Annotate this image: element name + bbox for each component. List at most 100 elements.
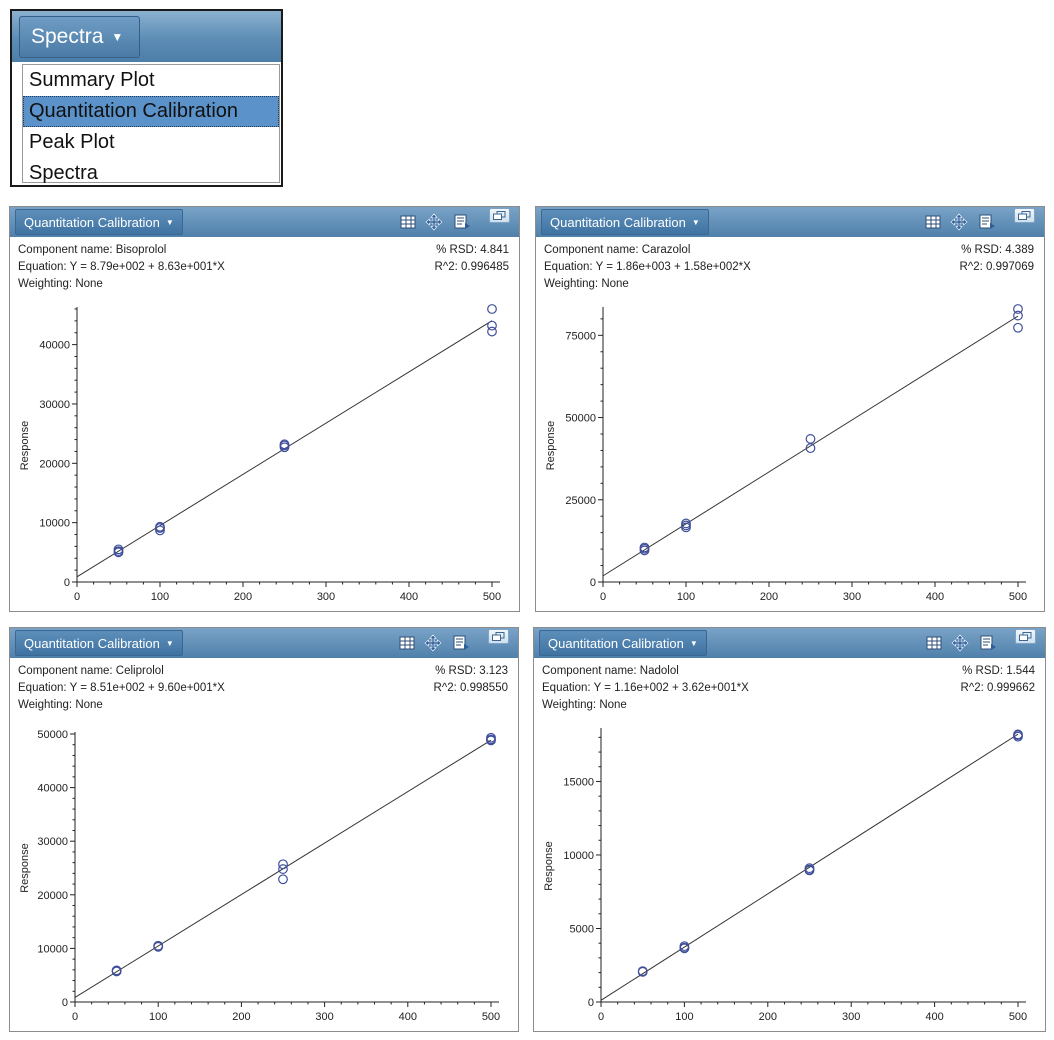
equation-text: Equation: Y = 1.16e+002 + 3.62e+001*X xyxy=(542,682,749,694)
restore-icon[interactable] xyxy=(1014,208,1035,223)
export-icon[interactable] xyxy=(979,213,997,231)
restore-icon[interactable] xyxy=(489,208,510,223)
menu-item-spectra[interactable]: Spectra xyxy=(29,162,98,184)
x-tick-label: 100 xyxy=(677,591,695,603)
calibration-fit-line xyxy=(600,733,1019,1001)
y-tick-label: 15000 xyxy=(563,776,594,788)
restore-icon[interactable] xyxy=(1015,629,1036,644)
x-tick-label: 0 xyxy=(600,591,606,603)
x-tick-label: 300 xyxy=(842,1011,860,1023)
y-axis-label: Response xyxy=(19,843,31,893)
x-tick-label: 0 xyxy=(72,1011,78,1023)
data-point xyxy=(487,326,497,337)
y-tick-label: 50000 xyxy=(565,413,596,425)
y-axis-label: Response xyxy=(545,421,557,471)
data-point xyxy=(278,874,288,885)
x-tick-label: 100 xyxy=(675,1011,693,1023)
panel-title-label: Quantitation Calibration xyxy=(24,214,160,230)
weighting-text: Weighting: None xyxy=(18,278,103,290)
table-icon[interactable] xyxy=(399,213,417,231)
component-name: Component name: Carazolol xyxy=(544,244,691,256)
y-tick-label: 75000 xyxy=(565,330,596,342)
y-tick-label: 30000 xyxy=(37,836,68,848)
move-icon[interactable] xyxy=(950,213,968,231)
export-icon[interactable] xyxy=(453,634,471,652)
r-squared-value: R^2: 0.998550 xyxy=(433,682,508,694)
data-point xyxy=(681,520,691,531)
export-icon[interactable] xyxy=(980,634,998,652)
component-name: Component name: Celiprolol xyxy=(18,665,164,677)
data-point xyxy=(487,304,497,314)
y-tick-label: 25000 xyxy=(565,495,596,507)
x-tick-label: 200 xyxy=(234,591,252,603)
data-point xyxy=(278,859,288,870)
table-icon[interactable] xyxy=(398,634,416,652)
y-tick-label: 20000 xyxy=(37,890,68,902)
menu-item-summary-plot[interactable]: Summary Plot xyxy=(29,69,155,91)
rsd-value: % RSD: 1.544 xyxy=(962,665,1035,677)
table-icon[interactable] xyxy=(925,634,943,652)
caret-down-icon: ▼ xyxy=(689,638,698,648)
x-tick-label: 0 xyxy=(598,1011,604,1023)
calibration-panel-nadolol: Component name: Nadolol Equation: Y = 1.… xyxy=(533,627,1046,1032)
restore-icon[interactable] xyxy=(488,629,509,644)
panel-title-label: Quantitation Calibration xyxy=(24,635,160,651)
view-dropdown-button[interactable]: Spectra ▼ xyxy=(19,16,140,58)
quantitation-calibration-dropdown[interactable]: Quantitation Calibration ▼ xyxy=(541,209,709,235)
move-icon[interactable] xyxy=(425,213,443,231)
caret-down-icon: ▼ xyxy=(165,638,174,648)
move-icon[interactable] xyxy=(424,634,442,652)
quantitation-calibration-dropdown[interactable]: Quantitation Calibration ▼ xyxy=(539,630,707,656)
r-squared-value: R^2: 0.999662 xyxy=(960,682,1035,694)
y-tick-label: 0 xyxy=(590,577,596,589)
move-icon[interactable] xyxy=(951,634,969,652)
caret-down-icon: ▼ xyxy=(691,217,700,227)
calibration-fit-line xyxy=(602,315,1019,577)
r-squared-value: R^2: 0.997069 xyxy=(959,261,1034,273)
x-tick-label: 200 xyxy=(232,1011,250,1023)
panel-header: Quantitation Calibration ▼ xyxy=(10,628,518,658)
caret-down-icon: ▼ xyxy=(111,30,124,44)
view-dropdown-list: Summary Plot Quantitation Calibration Pe… xyxy=(22,64,280,184)
data-point xyxy=(1013,730,1023,741)
rsd-value: % RSD: 4.841 xyxy=(436,244,509,256)
table-icon[interactable] xyxy=(924,213,942,231)
quantitation-calibration-dropdown[interactable]: Quantitation Calibration ▼ xyxy=(15,209,183,235)
y-tick-label: 0 xyxy=(64,577,70,589)
r-squared-value: R^2: 0.996485 xyxy=(434,261,509,273)
y-tick-label: 10000 xyxy=(39,518,70,530)
menu-item-quantitation-calibration[interactable]: Quantitation Calibration xyxy=(23,96,279,127)
y-tick-label: 0 xyxy=(62,997,68,1009)
calibration-chart: 0 100 200 300 400 500 0 10000 20000 30000 40000 Res… xyxy=(19,304,501,603)
equation-text: Equation: Y = 1.86e+003 + 1.58e+002*X xyxy=(544,261,751,273)
data-point xyxy=(637,966,648,977)
calibration-panel-celiprolol: Component name: Celiprolol Equation: Y =… xyxy=(9,627,519,1032)
y-tick-label: 10000 xyxy=(37,943,68,955)
data-point xyxy=(1013,304,1023,314)
data-point xyxy=(113,546,124,557)
data-point xyxy=(805,443,816,454)
panel-title-label: Quantitation Calibration xyxy=(548,635,684,651)
y-tick-label: 20000 xyxy=(39,458,70,470)
data-point xyxy=(639,543,650,554)
export-icon[interactable] xyxy=(454,213,472,231)
y-axis-label: Response xyxy=(543,841,555,891)
y-tick-label: 0 xyxy=(588,997,594,1009)
x-tick-label: 100 xyxy=(149,1011,167,1023)
x-tick-label: 500 xyxy=(483,591,501,603)
panel-title-label: Quantitation Calibration xyxy=(550,214,686,230)
data-point xyxy=(487,320,497,331)
x-tick-label: 400 xyxy=(925,1011,943,1023)
equation-text: Equation: Y = 8.79e+002 + 8.63e+001*X xyxy=(18,261,225,273)
y-axis-label: Response xyxy=(19,421,31,471)
calibration-chart: 0 100 200 300 400 500 0 25000 50000 75000 Response xyxy=(545,304,1027,603)
panel-header: Quantitation Calibration ▼ xyxy=(534,628,1045,658)
data-point xyxy=(1013,310,1023,321)
quantitation-calibration-dropdown[interactable]: Quantitation Calibration ▼ xyxy=(15,630,183,656)
calibration-panel-bisoprolol: Component name: Bisoprolol Equation: Y =… xyxy=(9,206,520,612)
menu-item-peak-plot[interactable]: Peak Plot xyxy=(29,131,115,153)
weighting-text: Weighting: None xyxy=(544,278,629,290)
data-point xyxy=(805,434,816,444)
data-point xyxy=(278,864,288,874)
panel-header: Quantitation Calibration ▼ xyxy=(536,207,1044,237)
